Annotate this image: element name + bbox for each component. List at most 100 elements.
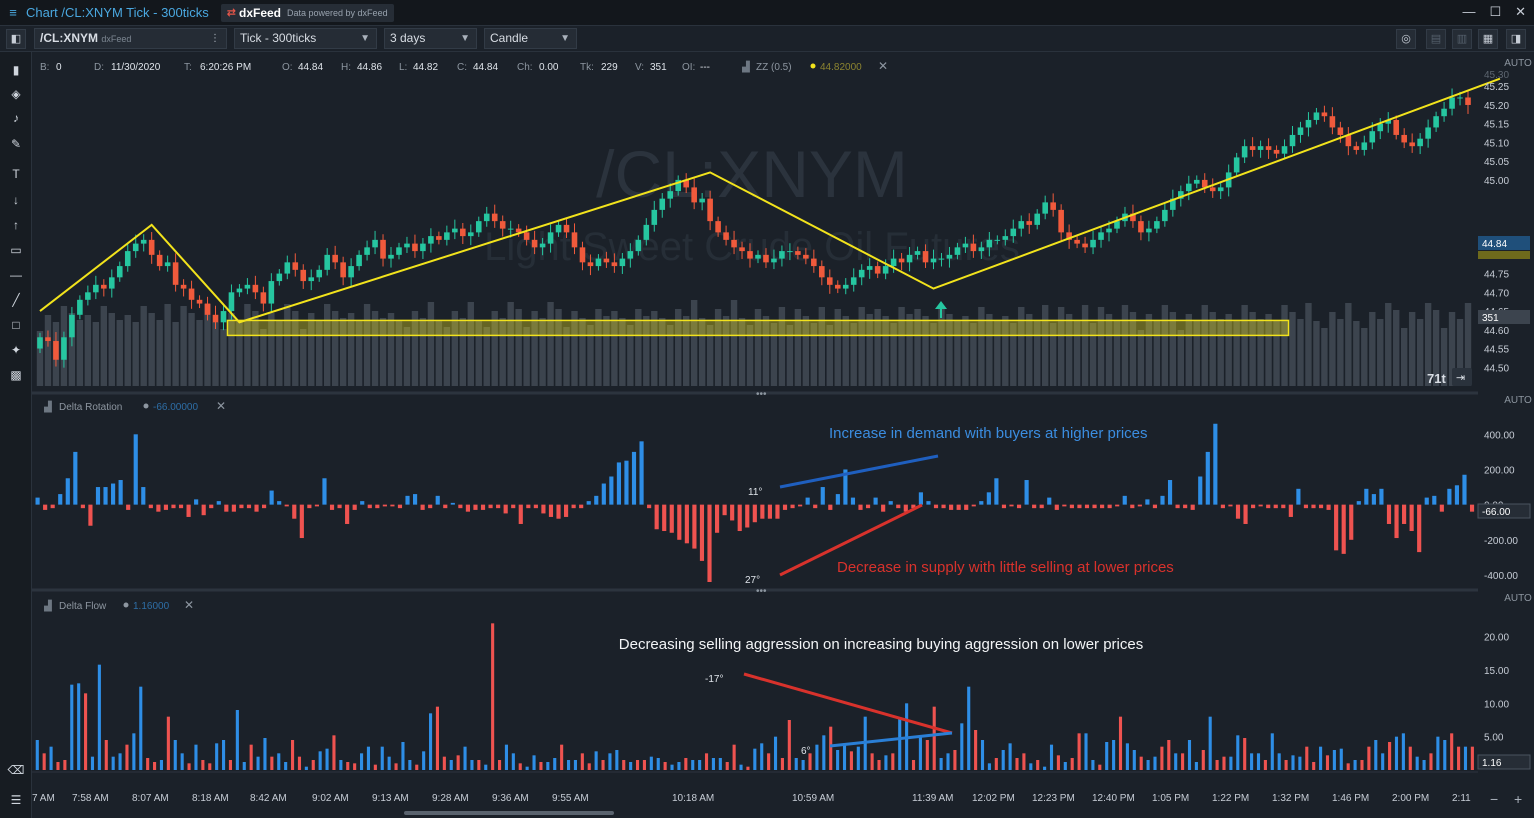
arrow-down-icon[interactable]: ↓ <box>13 193 19 207</box>
zigzag-line[interactable] <box>39 77 1501 324</box>
trade-icon[interactable]: ▥ <box>1452 29 1472 49</box>
candle-body <box>499 221 506 229</box>
zoom-out-icon[interactable]: − <box>1490 791 1498 807</box>
delta-flow-value: 1.16000 <box>133 601 170 612</box>
text-icon[interactable]: T <box>12 167 20 181</box>
ruler-icon[interactable]: ▭ <box>10 243 22 257</box>
delta-rotation-bar <box>752 504 757 523</box>
minimize-icon[interactable]: — <box>1462 4 1476 19</box>
order-book-icon[interactable]: ▤ <box>1426 29 1446 49</box>
pencil-icon[interactable]: ✎ <box>10 137 22 151</box>
volume-bar <box>1026 314 1033 386</box>
hamburger-icon[interactable]: ≡ <box>9 5 17 20</box>
volume-bar <box>954 321 961 386</box>
close-study-icon[interactable]: ✕ <box>878 59 888 73</box>
bar-chart-icon[interactable]: ▮ <box>12 63 20 77</box>
resize-handle-icon[interactable]: ••• <box>756 389 767 400</box>
delta-rotation-scale-mode[interactable]: AUTO <box>1504 395 1532 406</box>
bell-icon[interactable]: ♪ <box>13 111 19 125</box>
open-label: O: <box>282 62 293 73</box>
highlight-band[interactable] <box>226 319 1290 337</box>
panel-layout-icon[interactable]: ◧ <box>6 29 26 49</box>
delta-flow-bar <box>484 764 488 770</box>
delta-rotation-bar <box>1334 504 1339 551</box>
stream-icon[interactable]: ◎ <box>1396 29 1416 49</box>
volume-bar <box>1049 323 1057 386</box>
volume-bar <box>1257 319 1264 386</box>
magic-wand-icon[interactable]: ✦ <box>10 343 22 357</box>
delta-rotation-bar <box>88 504 93 526</box>
candle-body <box>132 243 139 252</box>
time-tick-label: 9:36 AM <box>492 793 529 804</box>
close-study-icon[interactable]: ✕ <box>216 399 226 413</box>
candle-body <box>858 269 865 278</box>
candle-body <box>244 284 251 289</box>
volume-bar <box>236 320 243 386</box>
up-arrow-marker[interactable] <box>935 301 947 318</box>
delta-flow-axis[interactable]: 20.00 15.00 10.00 5.00 <box>1484 633 1509 744</box>
volume-bar <box>244 304 251 386</box>
collapse-icon[interactable]: ◨ <box>1506 29 1526 49</box>
chart-canvas[interactable]: /CL:XNYM Light Sweet Crude Oil Futures B… <box>32 52 1534 818</box>
delta-flow-bar <box>1229 756 1233 770</box>
delta-flow-bar <box>1049 744 1054 770</box>
candle-body <box>1337 127 1344 135</box>
delta-flow-trendlines[interactable] <box>743 672 953 748</box>
delta-flow-label[interactable]: Delta Flow <box>59 601 107 612</box>
price-scale-mode[interactable]: AUTO <box>1504 58 1532 69</box>
symbol-input[interactable]: /CL:XNYM dxFeed ⋮ <box>34 28 227 49</box>
volume-bar <box>651 311 658 386</box>
delta-flow-bar <box>42 753 46 770</box>
delta-rotation-trendlines[interactable] <box>779 454 939 577</box>
layers-icon[interactable]: ◈ <box>11 87 21 101</box>
range-select[interactable]: 3 days ▼ <box>384 28 477 49</box>
delta-flow-bar <box>408 760 412 770</box>
candle-body <box>739 247 745 252</box>
list-icon[interactable]: ☰ <box>10 793 22 807</box>
chart-style-select[interactable]: Candle ▼ <box>484 28 577 49</box>
scroll-to-end-button[interactable] <box>1452 368 1472 386</box>
maximize-icon[interactable]: ☐ <box>1489 4 1502 19</box>
delta-flow-bar <box>684 758 688 770</box>
chart-area[interactable]: /CL:XNYM Light Sweet Crude Oil Futures B… <box>32 52 1534 818</box>
close-study-icon[interactable]: ✕ <box>184 598 194 612</box>
candle-body <box>292 262 299 270</box>
time-axis[interactable]: 7 AM 7:58 AM 8:07 AM 8:18 AM 8:42 AM 9:02 AM 9… <box>32 793 1471 804</box>
delta-flow-bar <box>911 760 916 770</box>
more-vert-icon[interactable]: ⋮ <box>210 33 220 44</box>
horizontal-line-icon[interactable]: — <box>10 268 22 282</box>
candle-body <box>1178 191 1184 199</box>
delta-rotation-bar <box>1409 504 1414 532</box>
volume-value: 351 <box>650 62 667 73</box>
zz-study-label[interactable]: ZZ (0.5) <box>756 62 792 73</box>
candle-body <box>842 284 849 289</box>
close-icon[interactable]: ✕ <box>1515 4 1526 19</box>
aggregation-select[interactable]: Tick - 300ticks ▼ <box>234 28 377 49</box>
delta-flow-bar <box>111 756 115 770</box>
volume-bar <box>483 327 490 386</box>
layout-icon[interactable]: ▦ <box>1478 29 1498 49</box>
delta-rotation-bar <box>1386 504 1392 524</box>
zoom-in-icon[interactable]: + <box>1514 791 1522 807</box>
resize-handle-icon[interactable]: ••• <box>756 586 767 597</box>
candle-body <box>571 232 578 248</box>
delta-flow-bar <box>1277 753 1281 770</box>
arrow-up-icon[interactable]: ↑ <box>13 218 19 232</box>
delta-flow-bar <box>594 751 598 770</box>
delta-rotation-bar <box>156 504 161 512</box>
time-tick-label: 8:18 AM <box>192 793 229 804</box>
delta-flow-scale-mode[interactable]: AUTO <box>1504 593 1532 604</box>
delta-flow-bar <box>297 756 302 770</box>
trendline-icon[interactable]: ╱ <box>12 293 20 307</box>
volume-bar <box>898 307 905 386</box>
rectangle-icon[interactable]: □ <box>12 318 20 332</box>
indicator-icon[interactable]: ▩ <box>10 368 22 382</box>
trash-icon[interactable]: ⌫ <box>7 763 25 777</box>
volume-bar <box>395 320 403 386</box>
horizontal-scrollbar[interactable] <box>404 811 614 815</box>
candle-body <box>284 262 291 274</box>
delta-rotation-label[interactable]: Delta Rotation <box>59 402 122 413</box>
delta-rotation-bar <box>835 494 840 505</box>
delta-flow-bar <box>980 740 985 770</box>
delta-rotation-bar <box>1303 504 1309 509</box>
